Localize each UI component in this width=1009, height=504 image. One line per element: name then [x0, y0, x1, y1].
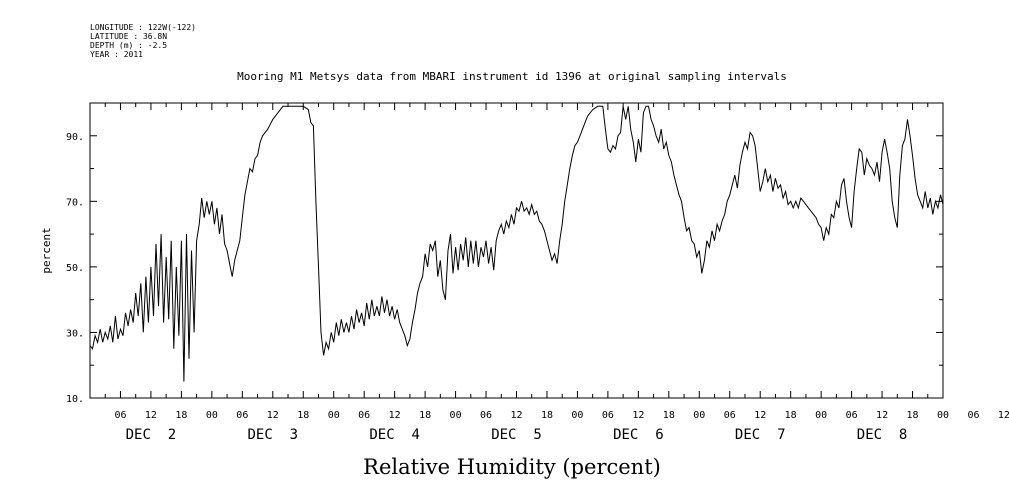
- x-tick-label: 12: [389, 410, 401, 421]
- x-tick-label: 06: [967, 410, 979, 421]
- x-tick-label: 00: [937, 410, 949, 421]
- x-day-label: DEC 2: [126, 427, 177, 443]
- x-tick-label: 00: [206, 410, 218, 421]
- metadata-line: DEPTH (m) : -2.5: [90, 41, 167, 50]
- x-tick-label: 06: [358, 410, 370, 421]
- y-tick-label: 10.: [66, 394, 84, 405]
- x-tick-label: 06: [602, 410, 614, 421]
- x-day-label: DEC 6: [613, 427, 664, 443]
- x-day-label: DEC 8: [857, 427, 908, 443]
- y-axis: 10. 30. 50. 70. 90.: [66, 102, 943, 405]
- y-tick-label: 90.: [66, 132, 84, 143]
- plot-frame: [89, 102, 944, 399]
- x-day-label: DEC 3: [247, 427, 298, 443]
- y-tick-label: 30.: [66, 328, 84, 339]
- metadata-block: LONGITUDE : 122W(-122)LATITUDE : 36.8NDE…: [90, 23, 196, 59]
- x-axis-title: Relative Humidity (percent): [363, 455, 661, 479]
- x-tick-label: 06: [480, 410, 492, 421]
- x-axis: 06 12 18 00 06 12 18 00 06 12 18 00 06 12 18 00 06 12 18 00…: [89, 103, 1009, 443]
- y-tick-label: 70.: [66, 197, 84, 208]
- x-tick-label: 18: [541, 410, 553, 421]
- x-tick-label: 18: [907, 410, 919, 421]
- metadata-line: LATITUDE : 36.8N: [90, 32, 167, 41]
- series-line-relative-humidity: [89, 105, 944, 382]
- x-tick-label: 12: [998, 410, 1009, 421]
- x-tick-label: 00: [815, 410, 827, 421]
- x-tick-label: 12: [876, 410, 888, 421]
- x-day-label: DEC 7: [735, 427, 786, 443]
- x-tick-label: 06: [236, 410, 248, 421]
- metadata-line: YEAR : 2011: [90, 50, 143, 59]
- x-tick-label: 06: [846, 410, 858, 421]
- x-tick-label: 18: [785, 410, 797, 421]
- x-tick-label: 12: [510, 410, 522, 421]
- x-tick-label: 00: [328, 410, 340, 421]
- x-tick-label: 18: [175, 410, 187, 421]
- chart-title: Mooring M1 Metsys data from MBARI instru…: [237, 70, 787, 83]
- x-tick-label: 12: [267, 410, 279, 421]
- x-tick-label: 18: [663, 410, 675, 421]
- y-axis-label: percent: [40, 227, 53, 273]
- x-tick-label: 12: [754, 410, 766, 421]
- x-tick-label: 06: [114, 410, 126, 421]
- x-tick-label: 18: [297, 410, 309, 421]
- y-tick-label: 50.: [66, 263, 84, 274]
- x-tick-label: 12: [145, 410, 157, 421]
- metadata-line: LONGITUDE : 122W(-122): [90, 23, 196, 32]
- x-tick-label: 00: [450, 410, 462, 421]
- x-tick-label: 18: [419, 410, 431, 421]
- x-day-label: DEC 5: [491, 427, 542, 443]
- x-day-label: DEC 4: [369, 427, 420, 443]
- x-tick-label: 00: [571, 410, 583, 421]
- x-tick-label: 00: [693, 410, 705, 421]
- x-tick-label: 06: [724, 410, 736, 421]
- x-tick-label: 12: [632, 410, 644, 421]
